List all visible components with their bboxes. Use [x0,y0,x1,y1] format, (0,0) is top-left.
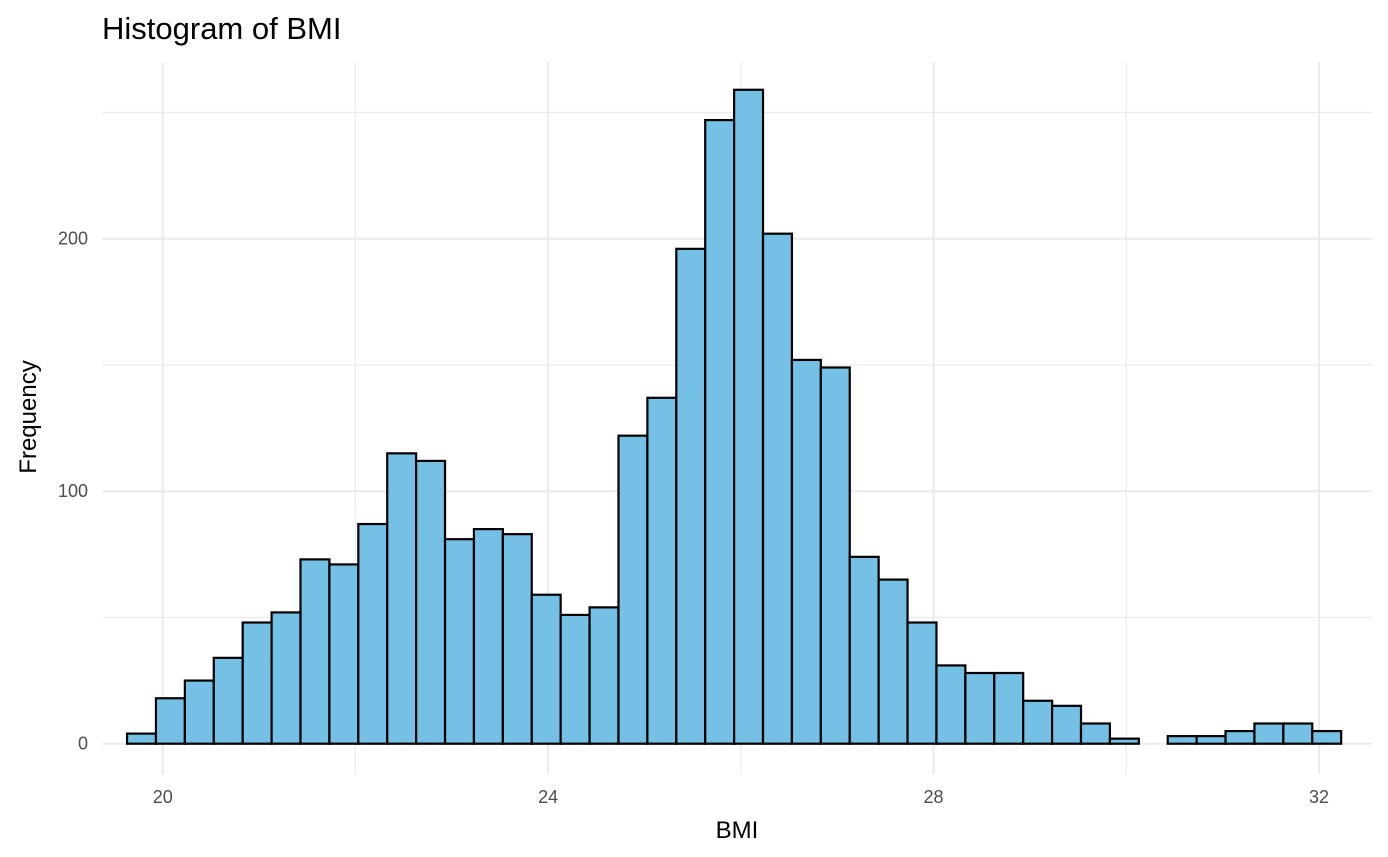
histogram-bar [848,555,880,745]
histogram-bar [501,533,533,745]
histogram-bar [790,358,822,745]
histogram-bar [183,679,215,745]
histogram-bar [819,366,851,745]
y-axis-ticks: 0 100 200 [58,229,88,754]
histogram-bar [386,452,418,745]
histogram-bar [212,656,244,745]
histogram-bar [704,118,736,745]
x-axis-title: BMI [716,817,759,844]
histogram-bar [415,459,447,745]
chart-title: Histogram of BMI [102,11,341,46]
x-tick-label: 32 [1309,787,1329,807]
histogram-bar [906,621,938,745]
histogram-bar [877,578,909,745]
histogram-bar [646,396,678,745]
x-axis-ticks: 20 24 28 32 [153,787,1329,807]
histogram-bars [125,88,1343,745]
histogram-bar [1079,722,1112,745]
histogram-bar [761,232,794,745]
y-tick-label: 200 [58,229,88,249]
x-tick-label: 28 [924,787,944,807]
histogram-bar [1224,729,1256,745]
histogram-bar [241,621,273,745]
histogram-bar [1311,729,1343,745]
histogram-bar [328,563,360,745]
y-axis-title: Frequency [15,360,42,473]
histogram-bar [472,527,504,745]
histogram-bar [357,522,389,745]
histogram-bar [1253,722,1285,745]
histogram-bar [1022,699,1054,745]
histogram-bar [270,611,302,745]
x-tick-label: 24 [538,787,558,807]
histogram-bar [675,247,707,745]
histogram-bar [125,732,158,745]
histogram-bar [588,606,620,745]
histogram-bar [1166,735,1198,745]
histogram-bar [443,538,476,745]
histogram-bar [299,558,331,745]
histogram-bar [964,671,996,745]
histogram-bar [1108,737,1140,745]
histogram-bar [530,593,562,745]
histogram-bar [1282,722,1314,745]
histogram-bar [1195,735,1227,745]
histogram-bar [733,88,765,745]
histogram-bar [617,434,649,745]
y-tick-label: 0 [78,734,88,754]
histogram-bar [154,697,186,745]
histogram-bar [993,671,1025,745]
histogram-bar [935,664,967,745]
x-tick-label: 20 [153,787,173,807]
histogram-bar [559,613,591,745]
histogram-bar [1050,704,1083,745]
y-tick-label: 100 [58,481,88,501]
